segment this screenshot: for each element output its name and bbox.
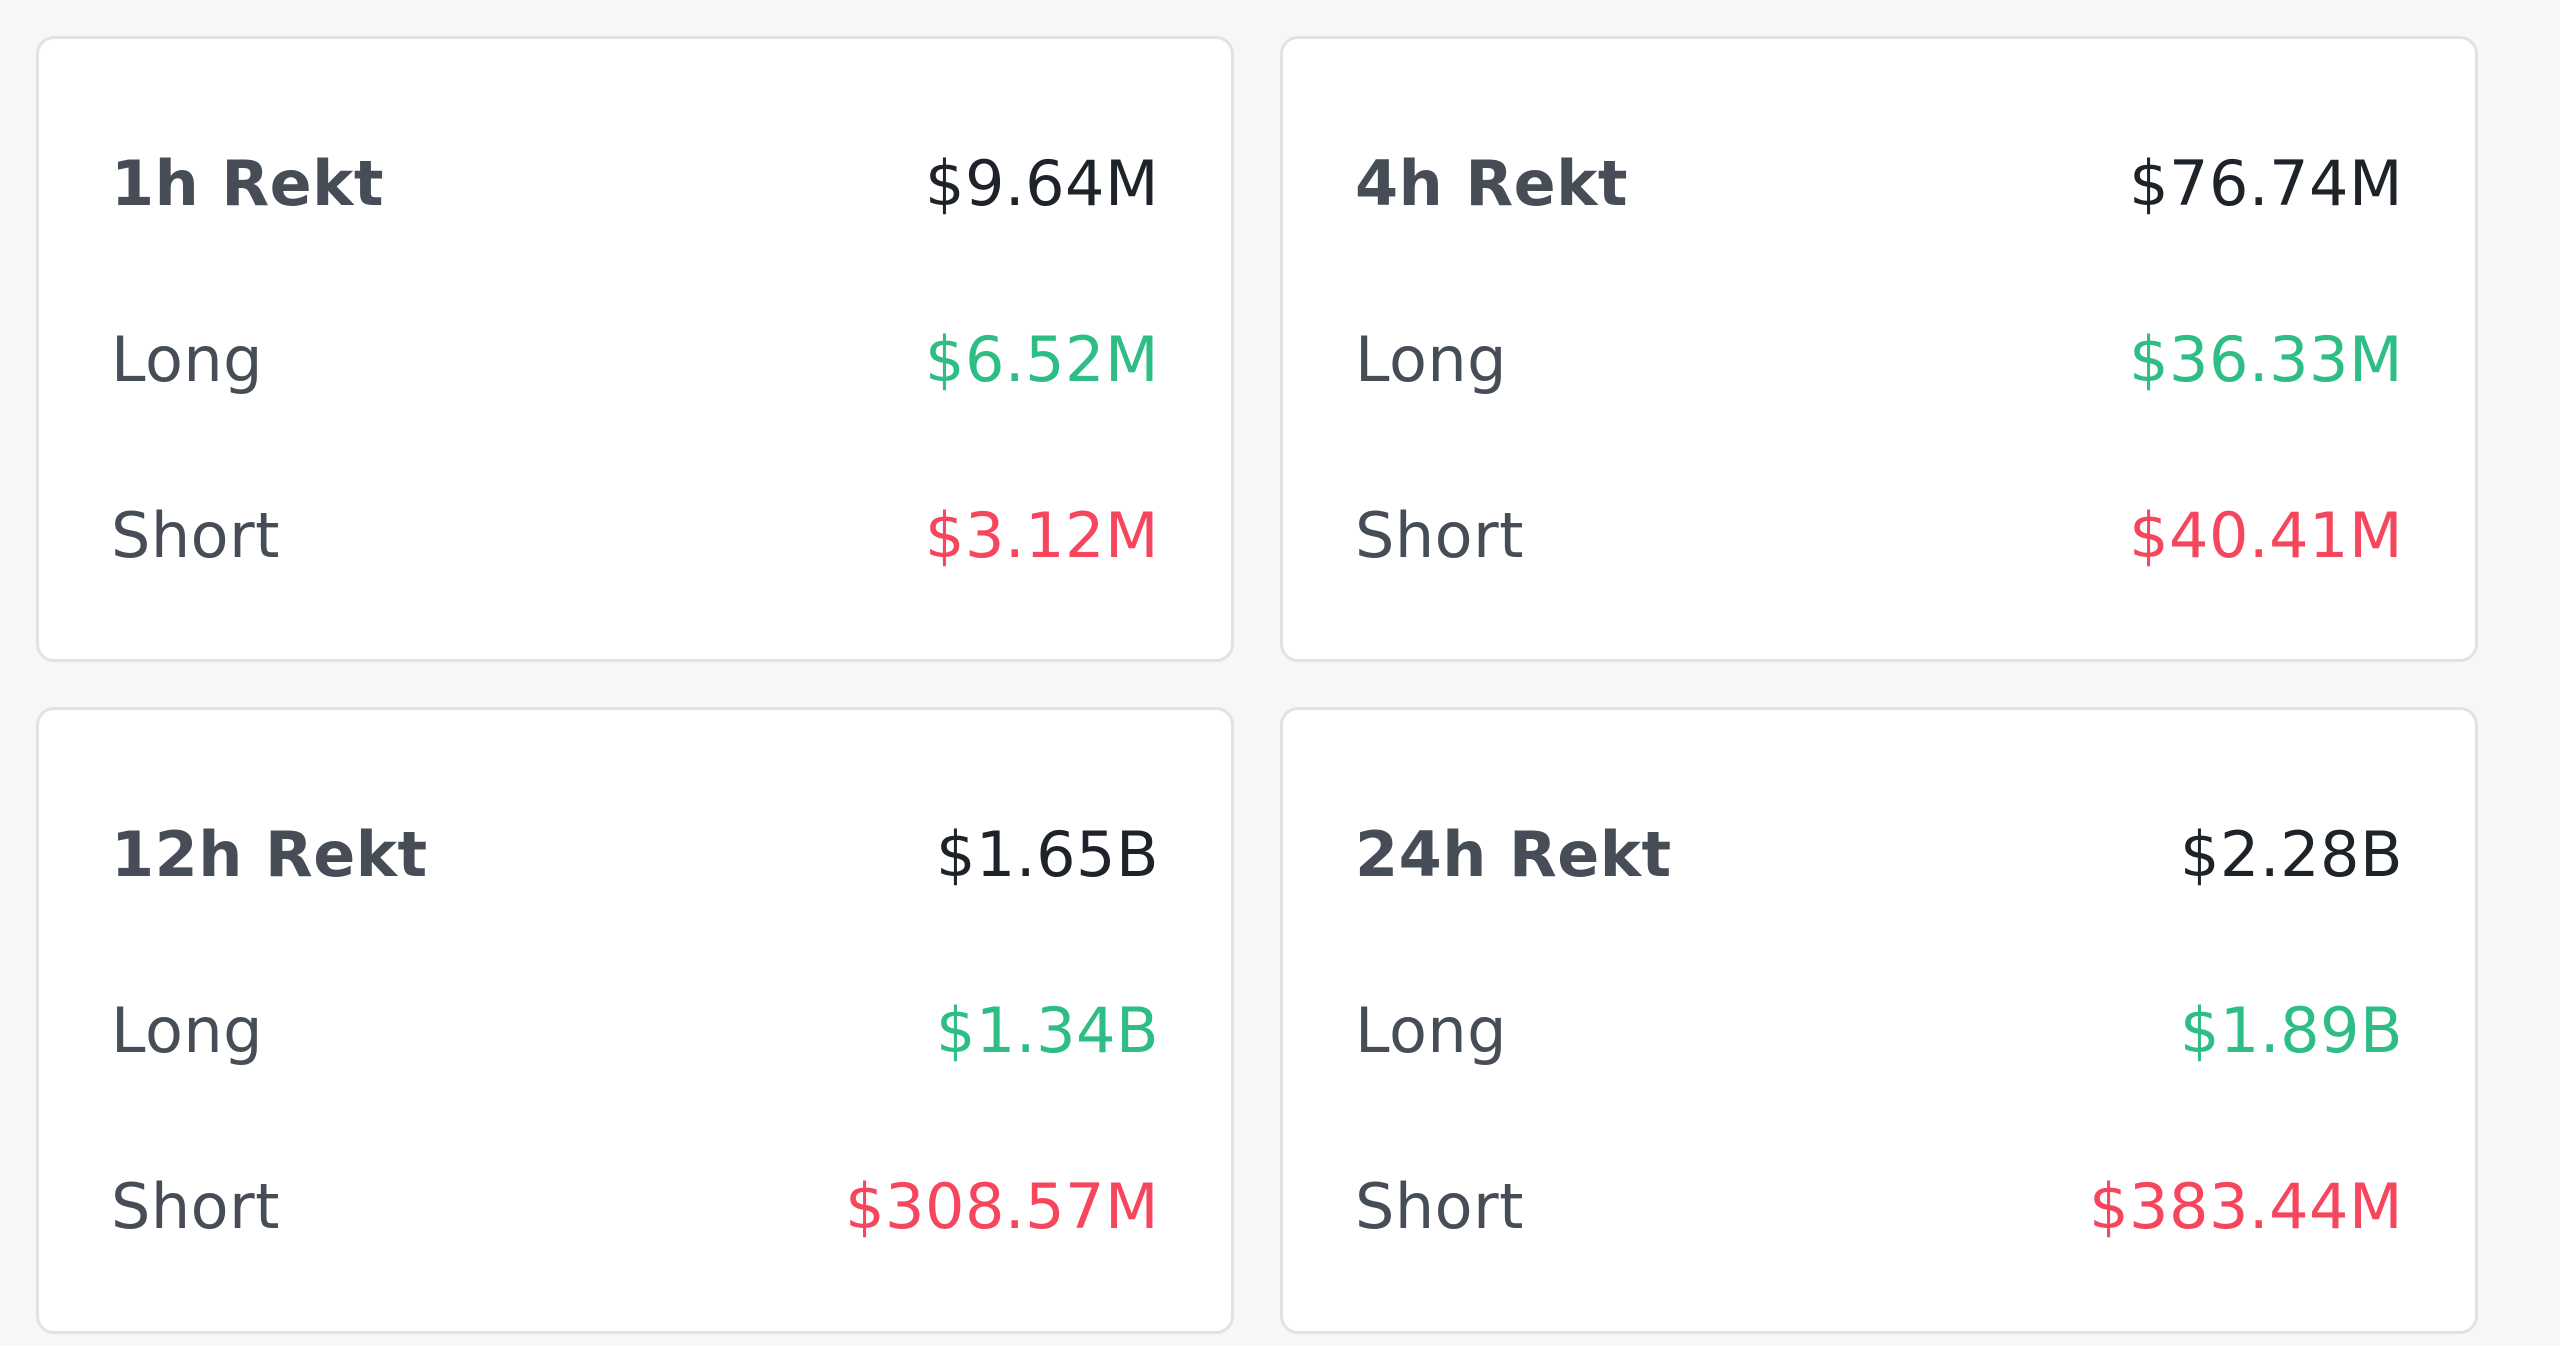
rekt-total-value: $1.65B xyxy=(935,817,1159,891)
rekt-short-row: Short $3.12M xyxy=(111,447,1159,623)
short-value: $308.57M xyxy=(845,1169,1159,1243)
long-label: Long xyxy=(1355,322,1508,396)
short-value: $383.44M xyxy=(2089,1169,2403,1243)
rekt-period-title: 12h Rekt xyxy=(111,817,428,891)
rekt-total-row: 1h Rekt $9.64M xyxy=(111,95,1159,271)
rekt-total-value: $2.28B xyxy=(2179,817,2403,891)
rekt-short-row: Short $383.44M xyxy=(1355,1118,2403,1294)
rekt-long-row: Long $6.52M xyxy=(111,271,1159,447)
rekt-long-row: Long $1.34B xyxy=(111,942,1159,1118)
rekt-short-row: Short $308.57M xyxy=(111,1118,1159,1294)
short-value: $3.12M xyxy=(925,498,1159,572)
long-label: Long xyxy=(1355,993,1508,1067)
rekt-card-24h: 24h Rekt $2.28B Long $1.89B Short $383.4… xyxy=(1280,707,2478,1334)
rekt-period-title: 1h Rekt xyxy=(111,146,385,220)
short-value: $40.41M xyxy=(2129,498,2403,572)
rekt-period-title: 24h Rekt xyxy=(1355,817,1672,891)
rekt-long-row: Long $1.89B xyxy=(1355,942,2403,1118)
rekt-total-row: 12h Rekt $1.65B xyxy=(111,766,1159,942)
short-label: Short xyxy=(111,1169,280,1243)
long-label: Long xyxy=(111,322,264,396)
rekt-period-title: 4h Rekt xyxy=(1355,146,1629,220)
short-label: Short xyxy=(1355,1169,1524,1243)
long-value: $1.89B xyxy=(2179,993,2403,1067)
rekt-summary-grid: 1h Rekt $9.64M Long $6.52M Short $3.12M … xyxy=(36,36,2478,1336)
short-label: Short xyxy=(111,498,280,572)
rekt-card-4h: 4h Rekt $76.74M Long $36.33M Short $40.4… xyxy=(1280,36,2478,662)
short-label: Short xyxy=(1355,498,1524,572)
rekt-total-row: 24h Rekt $2.28B xyxy=(1355,766,2403,942)
rekt-card-1h: 1h Rekt $9.64M Long $6.52M Short $3.12M xyxy=(36,36,1234,662)
rekt-long-row: Long $36.33M xyxy=(1355,271,2403,447)
long-label: Long xyxy=(111,993,264,1067)
long-value: $6.52M xyxy=(925,322,1159,396)
long-value: $1.34B xyxy=(935,993,1159,1067)
rekt-total-value: $9.64M xyxy=(925,146,1159,220)
rekt-card-12h: 12h Rekt $1.65B Long $1.34B Short $308.5… xyxy=(36,707,1234,1334)
rekt-total-value: $76.74M xyxy=(2129,146,2403,220)
rekt-total-row: 4h Rekt $76.74M xyxy=(1355,95,2403,271)
long-value: $36.33M xyxy=(2129,322,2403,396)
rekt-short-row: Short $40.41M xyxy=(1355,447,2403,623)
